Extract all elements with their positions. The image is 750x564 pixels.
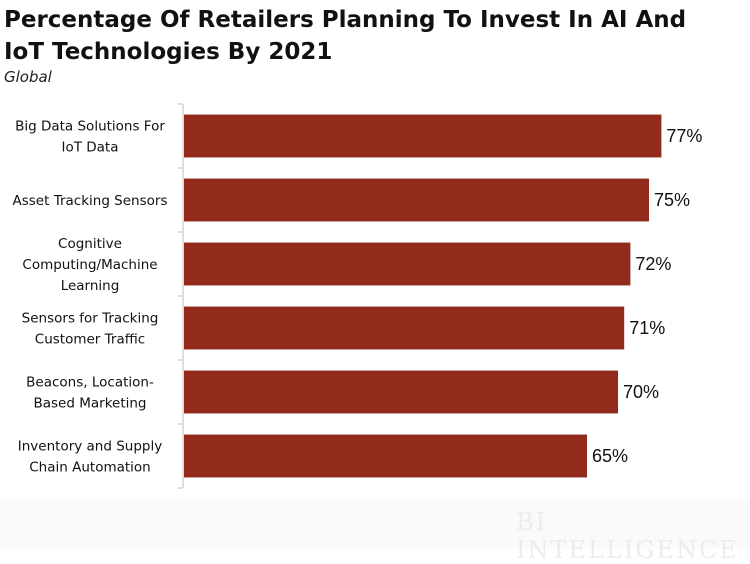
bar [184, 306, 625, 350]
bar [184, 178, 649, 222]
chart-title: Percentage Of Retailers Planning To Inve… [4, 7, 687, 65]
category-label: Big Data Solutions For IoT Data [15, 119, 165, 156]
category-label-line: Asset Tracking Sensors [13, 193, 168, 209]
category-label: Sensors for Tracking Customer Traffic [22, 311, 159, 348]
bar-value-label: 77% [666, 126, 702, 146]
bar-value-label: 72% [635, 254, 671, 274]
bar [184, 434, 587, 478]
category-label: Inventory and Supply Chain Automation [18, 439, 162, 476]
bar [184, 242, 631, 286]
category-label: Asset Tracking Sensors [13, 193, 168, 209]
category-label-line: Sensors for Tracking [22, 311, 159, 327]
category-label-line: Based Marketing [33, 396, 146, 412]
bar-chart: 77% Big Data Solutions For IoT Data 75% Asse… [13, 103, 702, 489]
bar-value-label: 65% [592, 446, 628, 466]
category-label-line: Cognitive [58, 236, 122, 252]
category-label-line: Inventory and Supply [18, 439, 162, 455]
bar-value-label: 71% [629, 318, 665, 338]
bar-value-label: 75% [654, 190, 690, 210]
bar [184, 114, 662, 158]
bar [184, 370, 618, 414]
footer-band [0, 500, 750, 549]
category-label-line: Big Data Solutions For [15, 119, 165, 135]
category-label-line: IoT Data [61, 140, 118, 156]
category-label-line: Chain Automation [29, 460, 150, 476]
category-label-line: Customer Traffic [35, 332, 145, 348]
category-label-line: Beacons, Location- [26, 375, 154, 391]
category-label: Beacons, Location- Based Marketing [26, 375, 154, 412]
bar-value-label: 70% [623, 382, 659, 402]
category-label-line: Learning [61, 278, 120, 294]
category-label: Cognitive Computing/Machine Learning [22, 236, 157, 294]
category-label-line: Computing/Machine [22, 257, 157, 273]
chart-subtitle: Global [4, 68, 52, 86]
